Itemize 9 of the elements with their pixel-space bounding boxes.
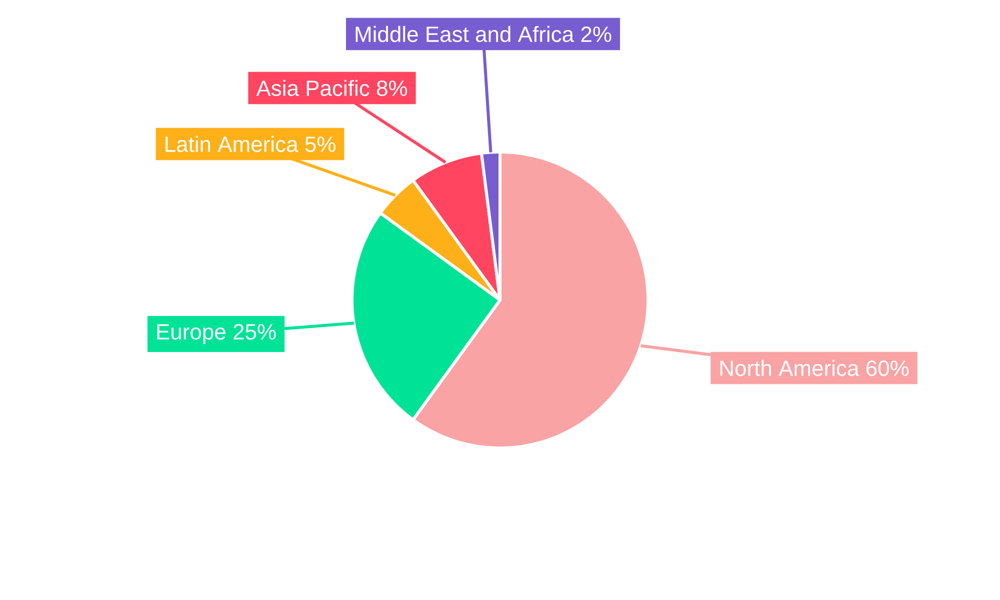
data-label: 25% — [234, 324, 276, 340]
data-label: 60% — [866, 360, 909, 376]
slice-label: Middle East and Africa — [356, 26, 574, 42]
data-label: 8% — [376, 80, 408, 96]
slice-label: Latin America — [166, 136, 298, 152]
data-label: 2% — [581, 26, 612, 42]
slice-label: Europe — [157, 324, 226, 344]
data-label: 5% — [305, 136, 336, 152]
slice-label: Asia Pacific — [256, 80, 370, 96]
